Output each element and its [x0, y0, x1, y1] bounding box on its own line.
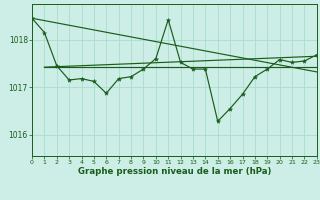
- X-axis label: Graphe pression niveau de la mer (hPa): Graphe pression niveau de la mer (hPa): [78, 167, 271, 176]
